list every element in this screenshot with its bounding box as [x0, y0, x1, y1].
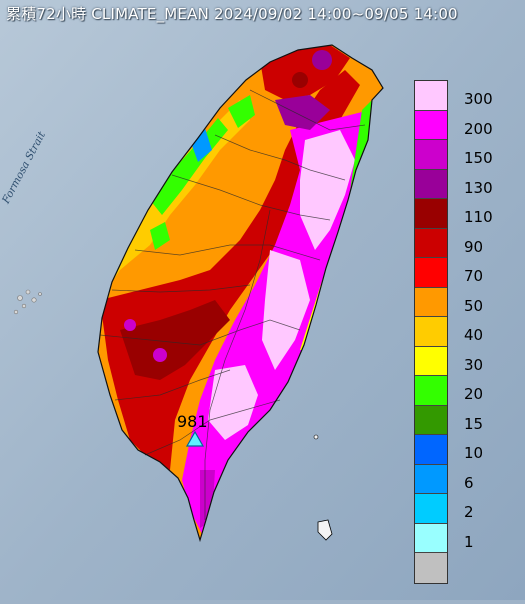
legend-label: 50 [464, 296, 484, 315]
legend-label: 90 [464, 237, 484, 256]
legend-label: 110 [464, 208, 493, 226]
legend-swatch [415, 494, 447, 524]
legend-swatch [415, 553, 447, 583]
legend-swatch [415, 523, 447, 553]
legend-swatch [415, 228, 447, 258]
legend-label: 30 [464, 355, 484, 374]
legend-label: 2 [464, 503, 474, 521]
county-boundaries [99, 89, 366, 520]
legend-swatch [415, 405, 447, 435]
legend-label: 70 [464, 267, 484, 285]
green-island [313, 434, 319, 440]
legend-swatch [415, 435, 447, 465]
penghu-islands [13, 289, 42, 315]
legend-label: 10 [464, 444, 484, 462]
legend-label: 40 [464, 326, 484, 344]
legend-swatch [415, 464, 447, 494]
legend-swatch [415, 258, 447, 288]
legend-swatch [415, 287, 447, 317]
legend-swatch [415, 81, 447, 111]
map-title: 累積72小時 CLIMATE_MEAN 2024/09/02 14:00~09/… [6, 5, 458, 23]
orchid-island [317, 519, 333, 541]
legend-swatch [415, 376, 447, 406]
station-marker-icon[interactable] [185, 430, 205, 447]
legend-label: 20 [464, 385, 484, 403]
legend-label: 130 [464, 178, 493, 197]
legend-label: 6 [464, 473, 474, 492]
legend-label: 150 [464, 149, 493, 167]
legend-label: 300 [464, 90, 493, 108]
legend-label: 15 [464, 414, 484, 433]
legend-swatch [415, 169, 447, 199]
legend-swatch [415, 346, 447, 376]
legend-swatch [415, 199, 447, 229]
legend-swatch [415, 140, 447, 170]
legend-label: 1 [464, 532, 474, 551]
rainfall-legend [414, 80, 448, 584]
legend-label: 200 [464, 119, 493, 138]
legend-swatch [415, 317, 447, 347]
station-value-label: 981 [177, 412, 208, 431]
legend-swatch [415, 110, 447, 140]
